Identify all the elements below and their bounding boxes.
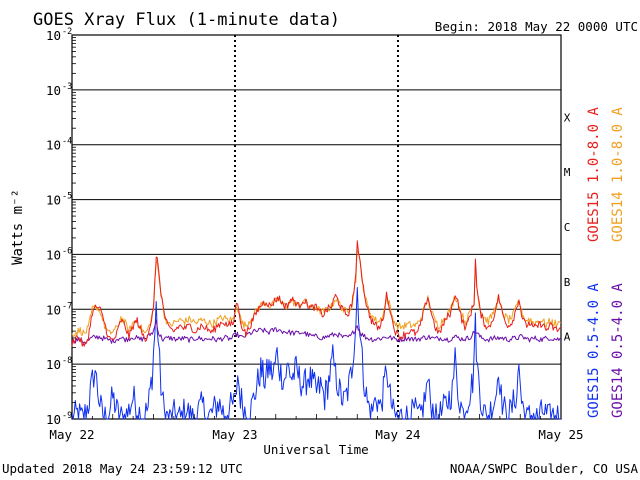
plot-frame	[71, 34, 562, 420]
y-tick-label: 10	[46, 412, 61, 427]
series-goes15-0-5-4-0-a	[71, 287, 561, 420]
x-axis-label: Universal Time	[263, 442, 368, 457]
legend: GOES15 1.0-8.0 A GOES14 1.0-8.0 A GOES15 0…	[586, 107, 626, 418]
y-tick-label: 10	[46, 138, 61, 153]
x-tick-label: May 22	[49, 427, 94, 442]
legend-entry: GOES14 1.0-8.0 A	[610, 107, 626, 242]
y-tick-exponent: -3	[62, 82, 72, 92]
series-goes14-0-5-4-0-a	[71, 319, 562, 345]
y-tick-exponent: -6	[62, 246, 72, 256]
flare-class-label: M	[564, 166, 571, 179]
legend-entry: GOES15 1.0-8.0 A	[586, 107, 602, 242]
y-tick-label: 10	[46, 247, 61, 262]
chart-title: GOES Xray Flux (1-minute data)	[33, 10, 340, 30]
y-tick-exponent: -7	[62, 301, 72, 311]
x-tick-label: May 25	[538, 427, 583, 442]
x-tick-label: May 24	[375, 427, 420, 442]
source-credit: NOAA/SWPC Boulder, CO USA	[450, 461, 639, 476]
y-tick-exponent: -8	[62, 356, 72, 366]
y-axis-label: Watts m⁻²	[10, 189, 26, 265]
flare-class-label: C	[564, 221, 571, 234]
flare-class-label: A	[564, 331, 571, 344]
y-tick-exponent: -4	[62, 137, 72, 147]
y-tick-exponent: -5	[62, 192, 72, 202]
legend-entry: GOES15 0.5-4.0 A	[586, 283, 602, 418]
flare-class-label: X	[564, 111, 571, 124]
y-tick-label: 10	[46, 193, 61, 208]
y-tick-label: 10	[46, 83, 61, 98]
series-goes15-1-0-8-0-a	[71, 240, 562, 347]
flare-class-label: B	[564, 276, 571, 289]
y-tick-label: 10	[46, 28, 61, 43]
y-tick-exponent: -2	[62, 27, 72, 37]
legend-entry: GOES14 0.5-4.0 A	[610, 283, 626, 418]
series-layer	[71, 240, 562, 420]
x-tick-label: May 23	[212, 427, 257, 442]
updated-timestamp: Updated 2018 May 24 23:59:12 UTC	[2, 461, 243, 476]
y-tick-label: 10	[46, 302, 61, 317]
y-tick-label: 10	[46, 357, 61, 372]
begin-timestamp: Begin: 2018 May 22 0000 UTC	[435, 19, 638, 34]
y-tick-exponent: -9	[62, 411, 72, 421]
